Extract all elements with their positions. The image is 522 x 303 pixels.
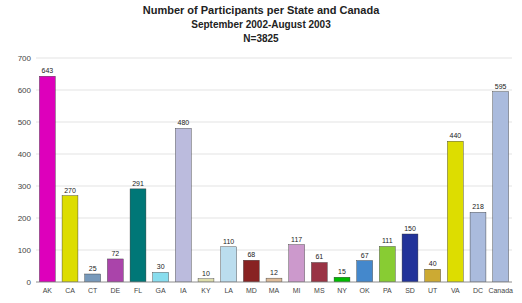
bar: [311, 262, 327, 282]
y-tick-label: 700: [18, 54, 32, 63]
data-label: 117: [291, 236, 302, 243]
bar: [334, 277, 350, 282]
x-tick-label: CA: [65, 287, 75, 294]
data-label: 30: [157, 263, 165, 270]
x-tick-label: CT: [88, 287, 98, 294]
x-tick-label: DE: [110, 287, 120, 294]
data-label: 440: [449, 132, 461, 139]
data-label: 291: [132, 180, 144, 187]
x-tick-label: OK: [360, 287, 370, 294]
bar: [175, 128, 191, 282]
x-tick-label: UT: [428, 287, 438, 294]
bar: [62, 196, 78, 282]
data-label: 15: [338, 268, 346, 275]
subtitle: September 2002-August 2003: [191, 19, 331, 30]
x-tick-label: DC: [473, 287, 483, 294]
data-label: 25: [89, 265, 97, 272]
data-label: 595: [495, 83, 507, 90]
x-tick-label: AK: [43, 287, 53, 294]
x-axis-line: [36, 282, 512, 283]
y-tick-label: 500: [18, 118, 32, 127]
x-tick-label: KY: [201, 287, 211, 294]
y-tick-label: 100: [18, 246, 32, 255]
grid-line: [36, 282, 512, 283]
bar: [153, 272, 169, 282]
y-tick-label: 600: [18, 86, 32, 95]
bar: [379, 246, 395, 282]
bar: [493, 92, 509, 282]
data-label: 40: [429, 260, 437, 267]
data-label: 72: [111, 250, 119, 257]
x-tick-label: LA: [224, 287, 233, 294]
x-tick-label: MA: [269, 287, 280, 294]
bars: [39, 76, 508, 282]
y-tick-label: 300: [18, 182, 32, 191]
bar: [130, 189, 146, 282]
bar: [107, 259, 123, 282]
title: Number of Participants per State and Can…: [143, 4, 380, 16]
x-tick-label: MD: [246, 287, 257, 294]
y-tick-label: 400: [18, 150, 32, 159]
bar: [447, 141, 463, 282]
data-label: 67: [361, 252, 369, 259]
data-label: 110: [223, 238, 234, 245]
data-label: 218: [472, 203, 484, 210]
y-tick-label: 200: [18, 214, 32, 223]
bar: [357, 261, 373, 282]
x-tick-label: GA: [156, 287, 166, 294]
x-tick-label: NY: [337, 287, 347, 294]
bar: [39, 76, 55, 282]
x-tick-label: VA: [451, 287, 460, 294]
y-tick-label: 0: [27, 278, 32, 287]
x-tick-label: MI: [293, 287, 301, 294]
x-tick-label: IA: [180, 287, 187, 294]
grid: [36, 58, 512, 282]
bar: [243, 260, 259, 282]
bar: [402, 234, 418, 282]
grid-line: [36, 58, 512, 59]
data-label: 10: [202, 270, 210, 277]
bar: [470, 212, 486, 282]
grid-line: [36, 250, 512, 251]
bar: [198, 279, 214, 282]
bar: [289, 245, 305, 282]
data-label: 643: [41, 67, 53, 74]
bar: [85, 274, 101, 282]
x-tick-label: MS: [314, 287, 325, 294]
grid-line: [36, 218, 512, 219]
x-tick-label: SD: [405, 287, 415, 294]
bar: [221, 247, 237, 282]
bar: [266, 278, 282, 282]
grid-line: [36, 154, 512, 155]
data-label: 12: [270, 269, 278, 276]
x-tick-label: FL: [134, 287, 142, 294]
data-label: 270: [64, 187, 76, 194]
subtitle: N=3825: [243, 33, 279, 44]
data-label: 111: [382, 237, 393, 244]
data-label: 480: [177, 119, 189, 126]
grid-line: [36, 122, 512, 123]
data-label: 68: [247, 251, 255, 258]
x-tick-label: Canada: [488, 287, 513, 294]
chart: Number of Participants per State and Can…: [0, 0, 522, 303]
bar: [425, 269, 441, 282]
grid-line: [36, 186, 512, 187]
grid-line: [36, 90, 512, 91]
data-label: 150: [404, 225, 416, 232]
data-label: 61: [315, 253, 323, 260]
x-tick-label: PA: [383, 287, 392, 294]
